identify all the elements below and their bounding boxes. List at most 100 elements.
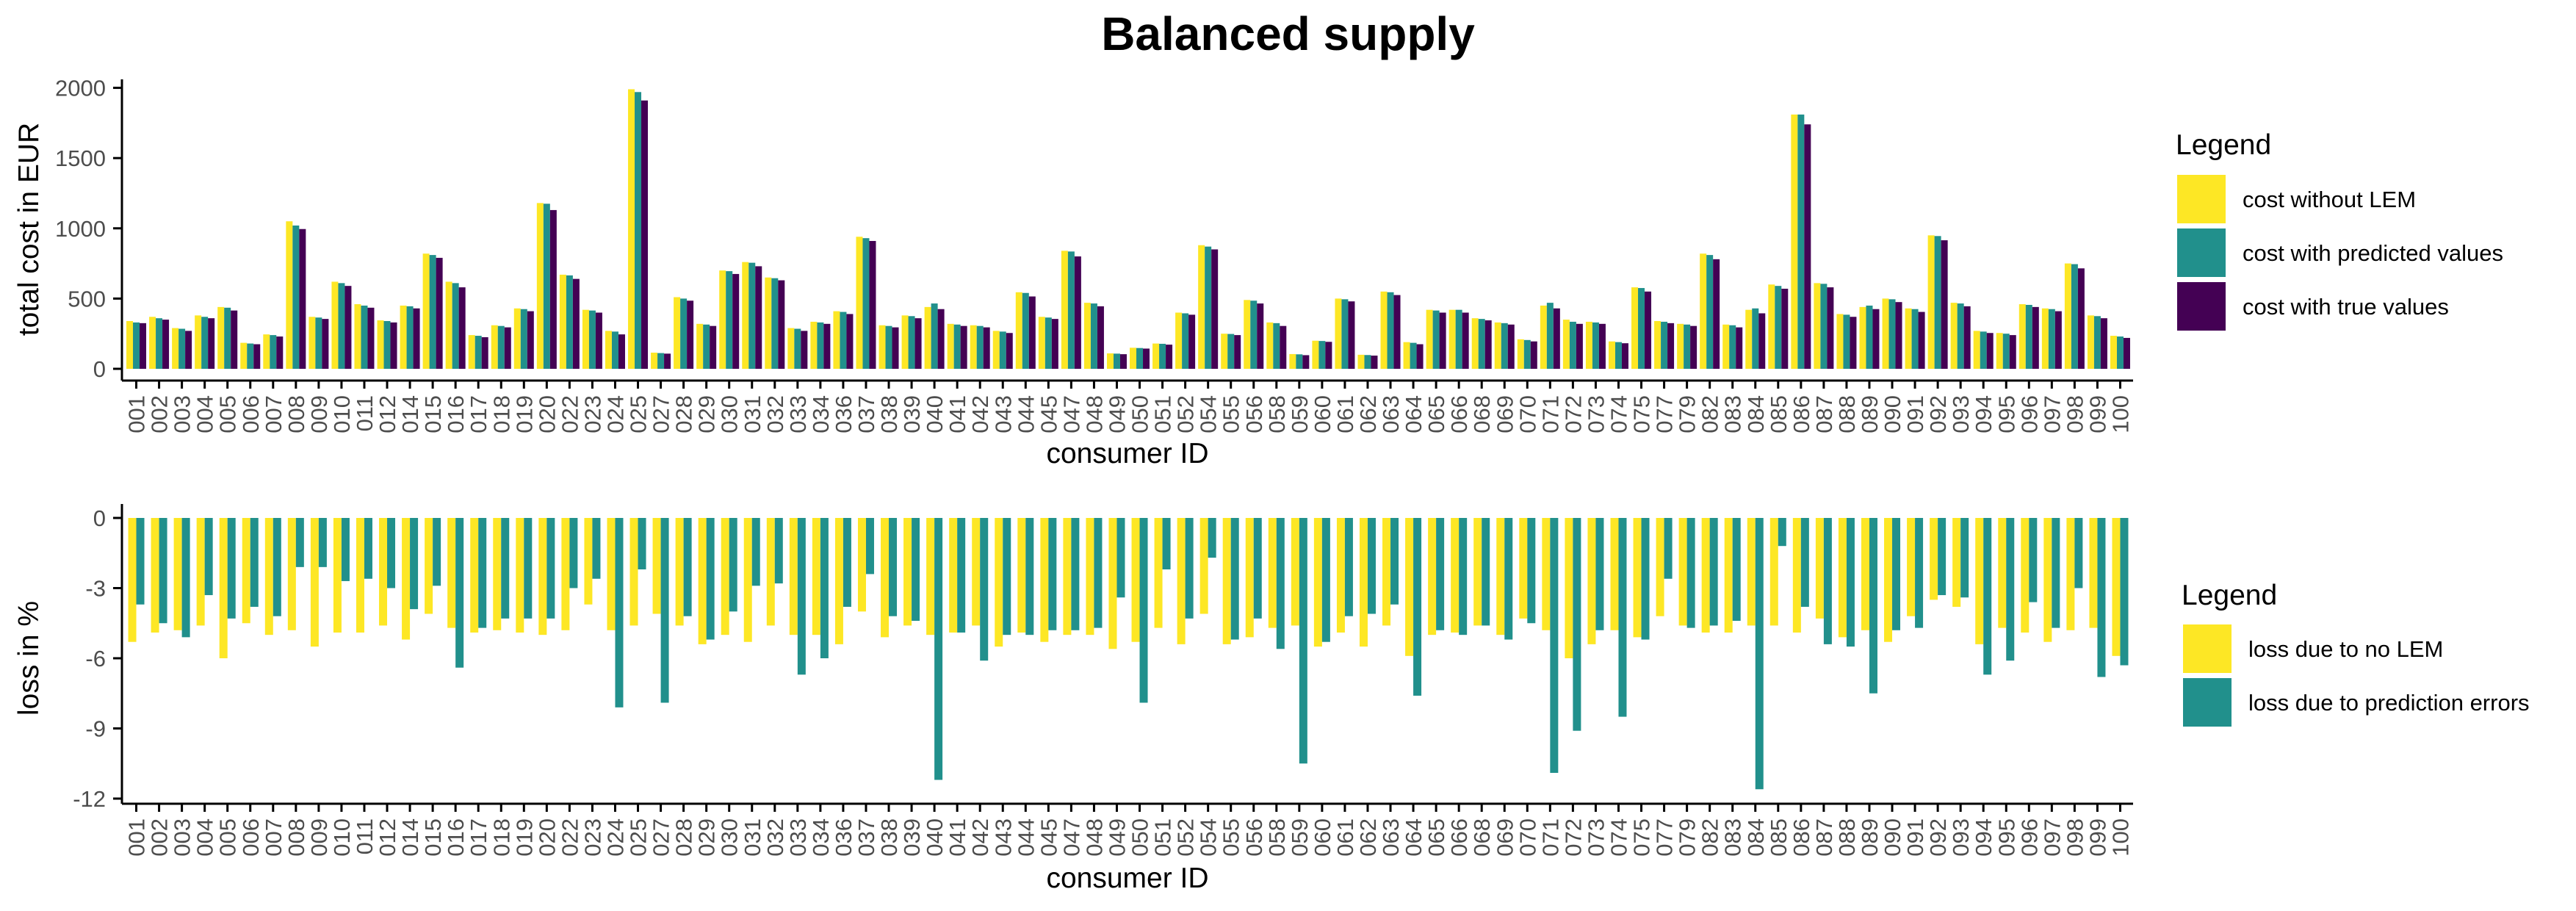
bar-2-082 — [1709, 518, 1718, 626]
x-tick-label: 086 — [1789, 395, 1814, 433]
bar-3-068 — [1484, 320, 1492, 369]
bar-1-039 — [903, 518, 912, 626]
bar-1-010 — [331, 281, 339, 369]
x-tick-label: 070 — [1515, 818, 1540, 857]
bar-1-083 — [1724, 518, 1733, 633]
bar-1-073 — [1587, 518, 1596, 644]
x-tick-label: 012 — [375, 818, 400, 857]
bar-1-095 — [1998, 518, 2007, 628]
bar-1-028 — [675, 518, 684, 626]
x-tick-label: 028 — [671, 395, 697, 433]
bar-1-017 — [468, 335, 475, 369]
bar-1-092 — [1927, 235, 1935, 369]
bar-2-041 — [953, 324, 961, 369]
bar-3-030 — [732, 273, 740, 369]
bar-2-075 — [1641, 518, 1650, 640]
bar-2-023 — [592, 518, 601, 579]
bar-2-077 — [1664, 518, 1673, 579]
bar-3-031 — [755, 266, 762, 369]
x-tick-label: 050 — [1128, 395, 1153, 433]
bar-3-025 — [641, 100, 649, 369]
bar-3-039 — [914, 318, 922, 369]
x-tick-label: 052 — [1173, 818, 1199, 857]
x-tick-label: 025 — [626, 818, 652, 857]
bar-2-014 — [406, 306, 414, 369]
bar-2-001 — [136, 518, 145, 605]
bar-1-005 — [219, 518, 228, 658]
x-tick-label: 023 — [580, 818, 605, 857]
y-tick-label: 0 — [93, 356, 106, 382]
x-tick-label: 041 — [945, 395, 970, 433]
bar-3-012 — [390, 322, 397, 369]
bar-2-033 — [797, 518, 806, 675]
bar-1-079 — [1678, 518, 1687, 626]
bar-2-073 — [1592, 322, 1599, 369]
bar-1-047 — [1063, 518, 1072, 635]
bar-1-007 — [263, 334, 270, 369]
x-tick-label: 092 — [1925, 395, 1951, 433]
x-tick-label: 062 — [1355, 395, 1381, 433]
x-tick-label: 056 — [1241, 395, 1267, 433]
bar-3-054 — [1211, 249, 1219, 369]
bar-1-054 — [1198, 245, 1205, 369]
bar-2-099 — [2097, 518, 2106, 677]
bar-1-089 — [1859, 306, 1866, 369]
bar-2-072 — [1569, 321, 1576, 369]
bar-1-100 — [2112, 518, 2121, 656]
x-tick-label: 011 — [352, 395, 378, 431]
bar-1-012 — [377, 320, 384, 369]
bar-1-049 — [1106, 353, 1114, 369]
x-tick-label: 020 — [534, 818, 560, 857]
bar-2-024 — [611, 331, 618, 369]
x-tick-label: 017 — [466, 395, 491, 433]
x-tick-label: 090 — [1880, 395, 1905, 433]
bar-1-052 — [1175, 312, 1183, 369]
x-tick-label: 050 — [1128, 818, 1153, 857]
bar-1-099 — [2089, 518, 2098, 628]
bar-2-061 — [1341, 299, 1349, 369]
bar-3-004 — [208, 318, 215, 369]
x-tick-label: 049 — [1104, 395, 1130, 433]
bar-1-038 — [881, 518, 890, 638]
bar-3-058 — [1280, 325, 1287, 369]
bar-1-099 — [2087, 315, 2094, 369]
x-tick-label: 071 — [1537, 395, 1563, 433]
bar-2-079 — [1686, 518, 1695, 628]
bar-3-051 — [1166, 345, 1173, 369]
legend-swatch-2 — [2177, 228, 2226, 277]
bar-3-069 — [1507, 324, 1515, 369]
y-tick-label: 1000 — [55, 216, 106, 242]
x-tick-label: 099 — [2085, 818, 2110, 857]
bar-2-040 — [931, 303, 938, 369]
bar-2-097 — [2048, 309, 2055, 369]
bar-2-070 — [1527, 518, 1536, 624]
x-axis-title: consumer ID — [1046, 438, 1208, 469]
bar-3-033 — [801, 331, 808, 369]
bar-2-079 — [1684, 324, 1691, 369]
bar-2-003 — [181, 518, 190, 638]
x-tick-label: 079 — [1675, 395, 1700, 433]
bar-2-025 — [635, 92, 642, 370]
x-tick-label: 007 — [261, 395, 286, 433]
bar-2-030 — [726, 271, 733, 369]
bar-3-015 — [436, 257, 443, 369]
bar-1-038 — [878, 325, 886, 369]
bar-2-071 — [1546, 303, 1554, 369]
bar-2-007 — [270, 335, 277, 369]
bar-1-008 — [286, 221, 293, 369]
bar-3-077 — [1667, 323, 1675, 369]
bar-1-060 — [1313, 518, 1322, 647]
x-tick-label: 017 — [466, 818, 491, 857]
bar-1-036 — [833, 311, 840, 369]
bar-2-006 — [247, 343, 254, 369]
bar-1-091 — [1907, 518, 1916, 616]
bar-1-006 — [242, 518, 250, 624]
bar-2-023 — [588, 310, 596, 369]
bar-3-006 — [253, 344, 261, 369]
bar-1-050 — [1130, 348, 1137, 369]
x-tick-label: 009 — [306, 395, 332, 433]
bar-1-048 — [1083, 303, 1091, 369]
x-tick-label: 039 — [899, 395, 925, 433]
bar-2-025 — [638, 518, 646, 570]
x-tick-label: 015 — [420, 395, 446, 433]
